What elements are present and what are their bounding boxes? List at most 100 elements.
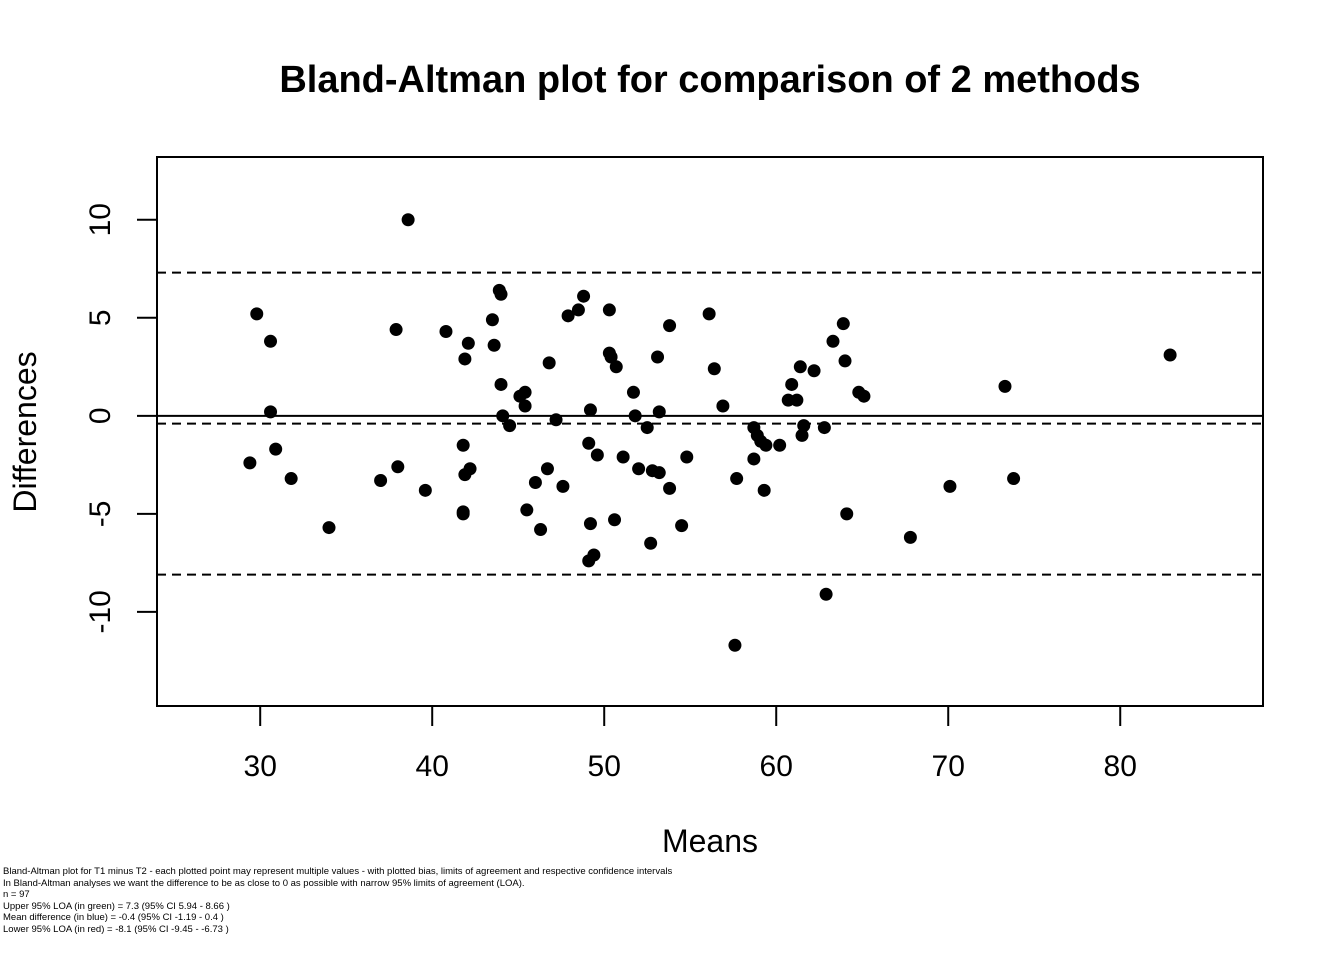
data-point	[520, 503, 534, 517]
data-point	[1007, 472, 1021, 486]
footnote: Bland-Altman plot for T1 minus T2 - each…	[3, 866, 672, 935]
data-point	[243, 456, 257, 470]
data-point	[838, 354, 852, 368]
y-axis: -10 -5 0 5 10	[84, 203, 158, 634]
data-point	[461, 336, 475, 350]
data-point	[571, 303, 585, 317]
data-point	[680, 450, 694, 464]
data-point	[269, 442, 283, 456]
data-point	[456, 507, 470, 521]
data-point	[785, 377, 799, 391]
data-point	[998, 379, 1012, 393]
y-tick-label: -5	[84, 501, 117, 528]
data-point	[503, 419, 517, 433]
data-point	[583, 403, 597, 417]
data-point	[284, 472, 298, 486]
data-point	[590, 448, 604, 462]
data-point	[857, 389, 871, 403]
data-point	[819, 587, 833, 601]
data-point	[458, 352, 472, 366]
data-point	[675, 519, 689, 533]
bland-altman-chart: Bland-Altman plot for comparison of 2 me…	[7, 59, 1264, 859]
data-point	[609, 360, 623, 374]
x-tick-label: 70	[932, 750, 965, 783]
data-point	[632, 462, 646, 476]
data-point	[616, 450, 630, 464]
chart-title: Bland-Altman plot for comparison of 2 me…	[279, 59, 1140, 101]
data-point	[604, 350, 618, 364]
data-point	[518, 399, 532, 413]
data-point	[264, 334, 278, 348]
data-point	[494, 287, 508, 301]
data-points	[243, 213, 1177, 652]
data-point	[663, 319, 677, 333]
data-point	[587, 548, 601, 562]
x-tick-label: 40	[416, 750, 449, 783]
footnote-line: In Bland-Altman analyses we want the dif…	[3, 877, 525, 889]
data-point	[250, 307, 264, 321]
data-point	[556, 479, 570, 493]
plot-frame	[156, 156, 1264, 707]
x-tick-label: 30	[244, 750, 277, 783]
data-point	[817, 421, 831, 435]
x-tick-label: 80	[1104, 750, 1137, 783]
data-point	[795, 428, 809, 442]
data-point	[577, 289, 591, 303]
y-tick-label: 0	[84, 407, 117, 424]
data-point	[716, 399, 730, 413]
x-tick-label: 50	[588, 750, 621, 783]
data-point	[797, 419, 811, 433]
data-point	[759, 438, 773, 452]
data-point	[518, 385, 532, 399]
data-point	[747, 452, 761, 466]
data-point	[534, 523, 548, 537]
data-point	[456, 438, 470, 452]
data-point	[496, 409, 510, 423]
data-point	[418, 483, 432, 497]
footnote-line: Mean difference (in blue) = -0.4 (95% CI…	[3, 912, 224, 923]
data-point	[628, 409, 642, 423]
footnote-line: Bland-Altman plot for T1 minus T2 - each…	[3, 866, 673, 877]
data-point	[652, 405, 666, 419]
data-point	[730, 472, 744, 486]
data-point	[773, 438, 787, 452]
x-tick-label: 60	[760, 750, 793, 783]
y-tick-label: 10	[84, 203, 117, 236]
data-point	[1163, 348, 1177, 362]
data-point	[807, 364, 821, 378]
data-point	[528, 475, 542, 489]
data-point	[728, 638, 742, 652]
data-point	[790, 393, 804, 407]
data-point	[840, 507, 854, 521]
data-point	[549, 413, 563, 427]
data-point	[644, 536, 658, 550]
data-point	[494, 377, 508, 391]
data-point	[640, 421, 654, 435]
data-point	[826, 334, 840, 348]
data-point	[626, 385, 640, 399]
data-point	[608, 513, 622, 527]
data-point	[401, 213, 415, 227]
data-point	[463, 462, 477, 476]
data-point	[439, 325, 453, 339]
data-point	[702, 307, 716, 321]
footnote-line: Upper 95% LOA (in green) = 7.3 (95% CI 5…	[3, 900, 230, 912]
data-point	[651, 350, 665, 364]
y-axis-title: Differences	[7, 351, 43, 512]
data-point	[582, 436, 596, 450]
data-point	[757, 483, 771, 497]
data-point	[707, 362, 721, 376]
data-point	[836, 317, 850, 331]
data-point	[652, 466, 666, 480]
data-point	[485, 313, 499, 327]
data-point	[322, 521, 336, 535]
data-point	[374, 474, 388, 488]
data-point	[540, 462, 554, 476]
x-axis-title: Means	[662, 823, 758, 859]
data-point	[903, 530, 917, 544]
footnote-line: n = 97	[3, 889, 30, 900]
footnote-line: Lower 95% LOA (in red) = -8.1 (95% CI -9…	[3, 923, 229, 935]
data-point	[943, 479, 957, 493]
data-point	[391, 460, 405, 474]
data-point	[561, 309, 575, 323]
